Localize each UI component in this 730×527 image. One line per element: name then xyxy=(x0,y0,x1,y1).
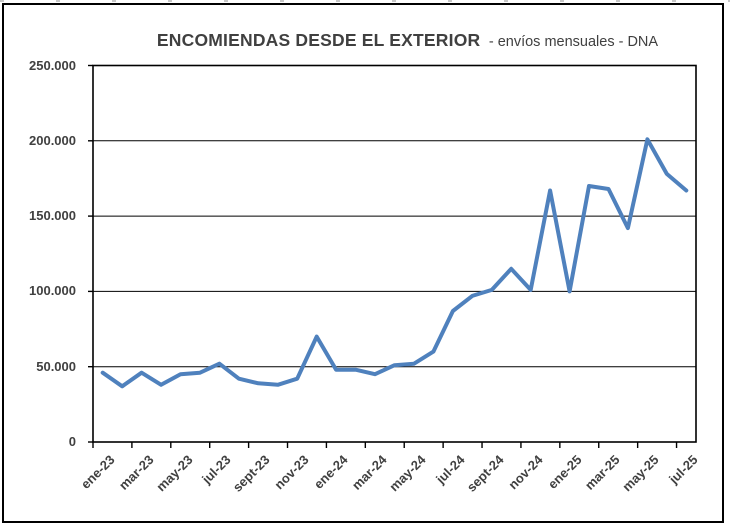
y-axis-label: 100.000 xyxy=(29,283,76,299)
plot-area-border xyxy=(92,64,697,443)
top-edge-marks xyxy=(0,0,730,2)
y-axis-label: 200.000 xyxy=(29,132,76,148)
y-axis-label: 50.000 xyxy=(36,358,76,374)
chart-title: ENCOMIENDAS DESDE EL EXTERIOR - envíos m… xyxy=(95,30,720,51)
y-axis-label: 250.000 xyxy=(29,57,76,73)
chart-outer-frame xyxy=(2,3,724,523)
data-line xyxy=(100,137,689,389)
chart-title-subtitle: - envíos mensuales - DNA xyxy=(488,34,659,50)
y-axis-label: 150.000 xyxy=(29,208,76,224)
chart-title-main: ENCOMIENDAS DESDE EL EXTERIOR xyxy=(156,30,481,50)
gridlines xyxy=(93,140,696,368)
axis-ticks xyxy=(88,64,678,448)
y-axis-label: 0 xyxy=(68,434,76,449)
